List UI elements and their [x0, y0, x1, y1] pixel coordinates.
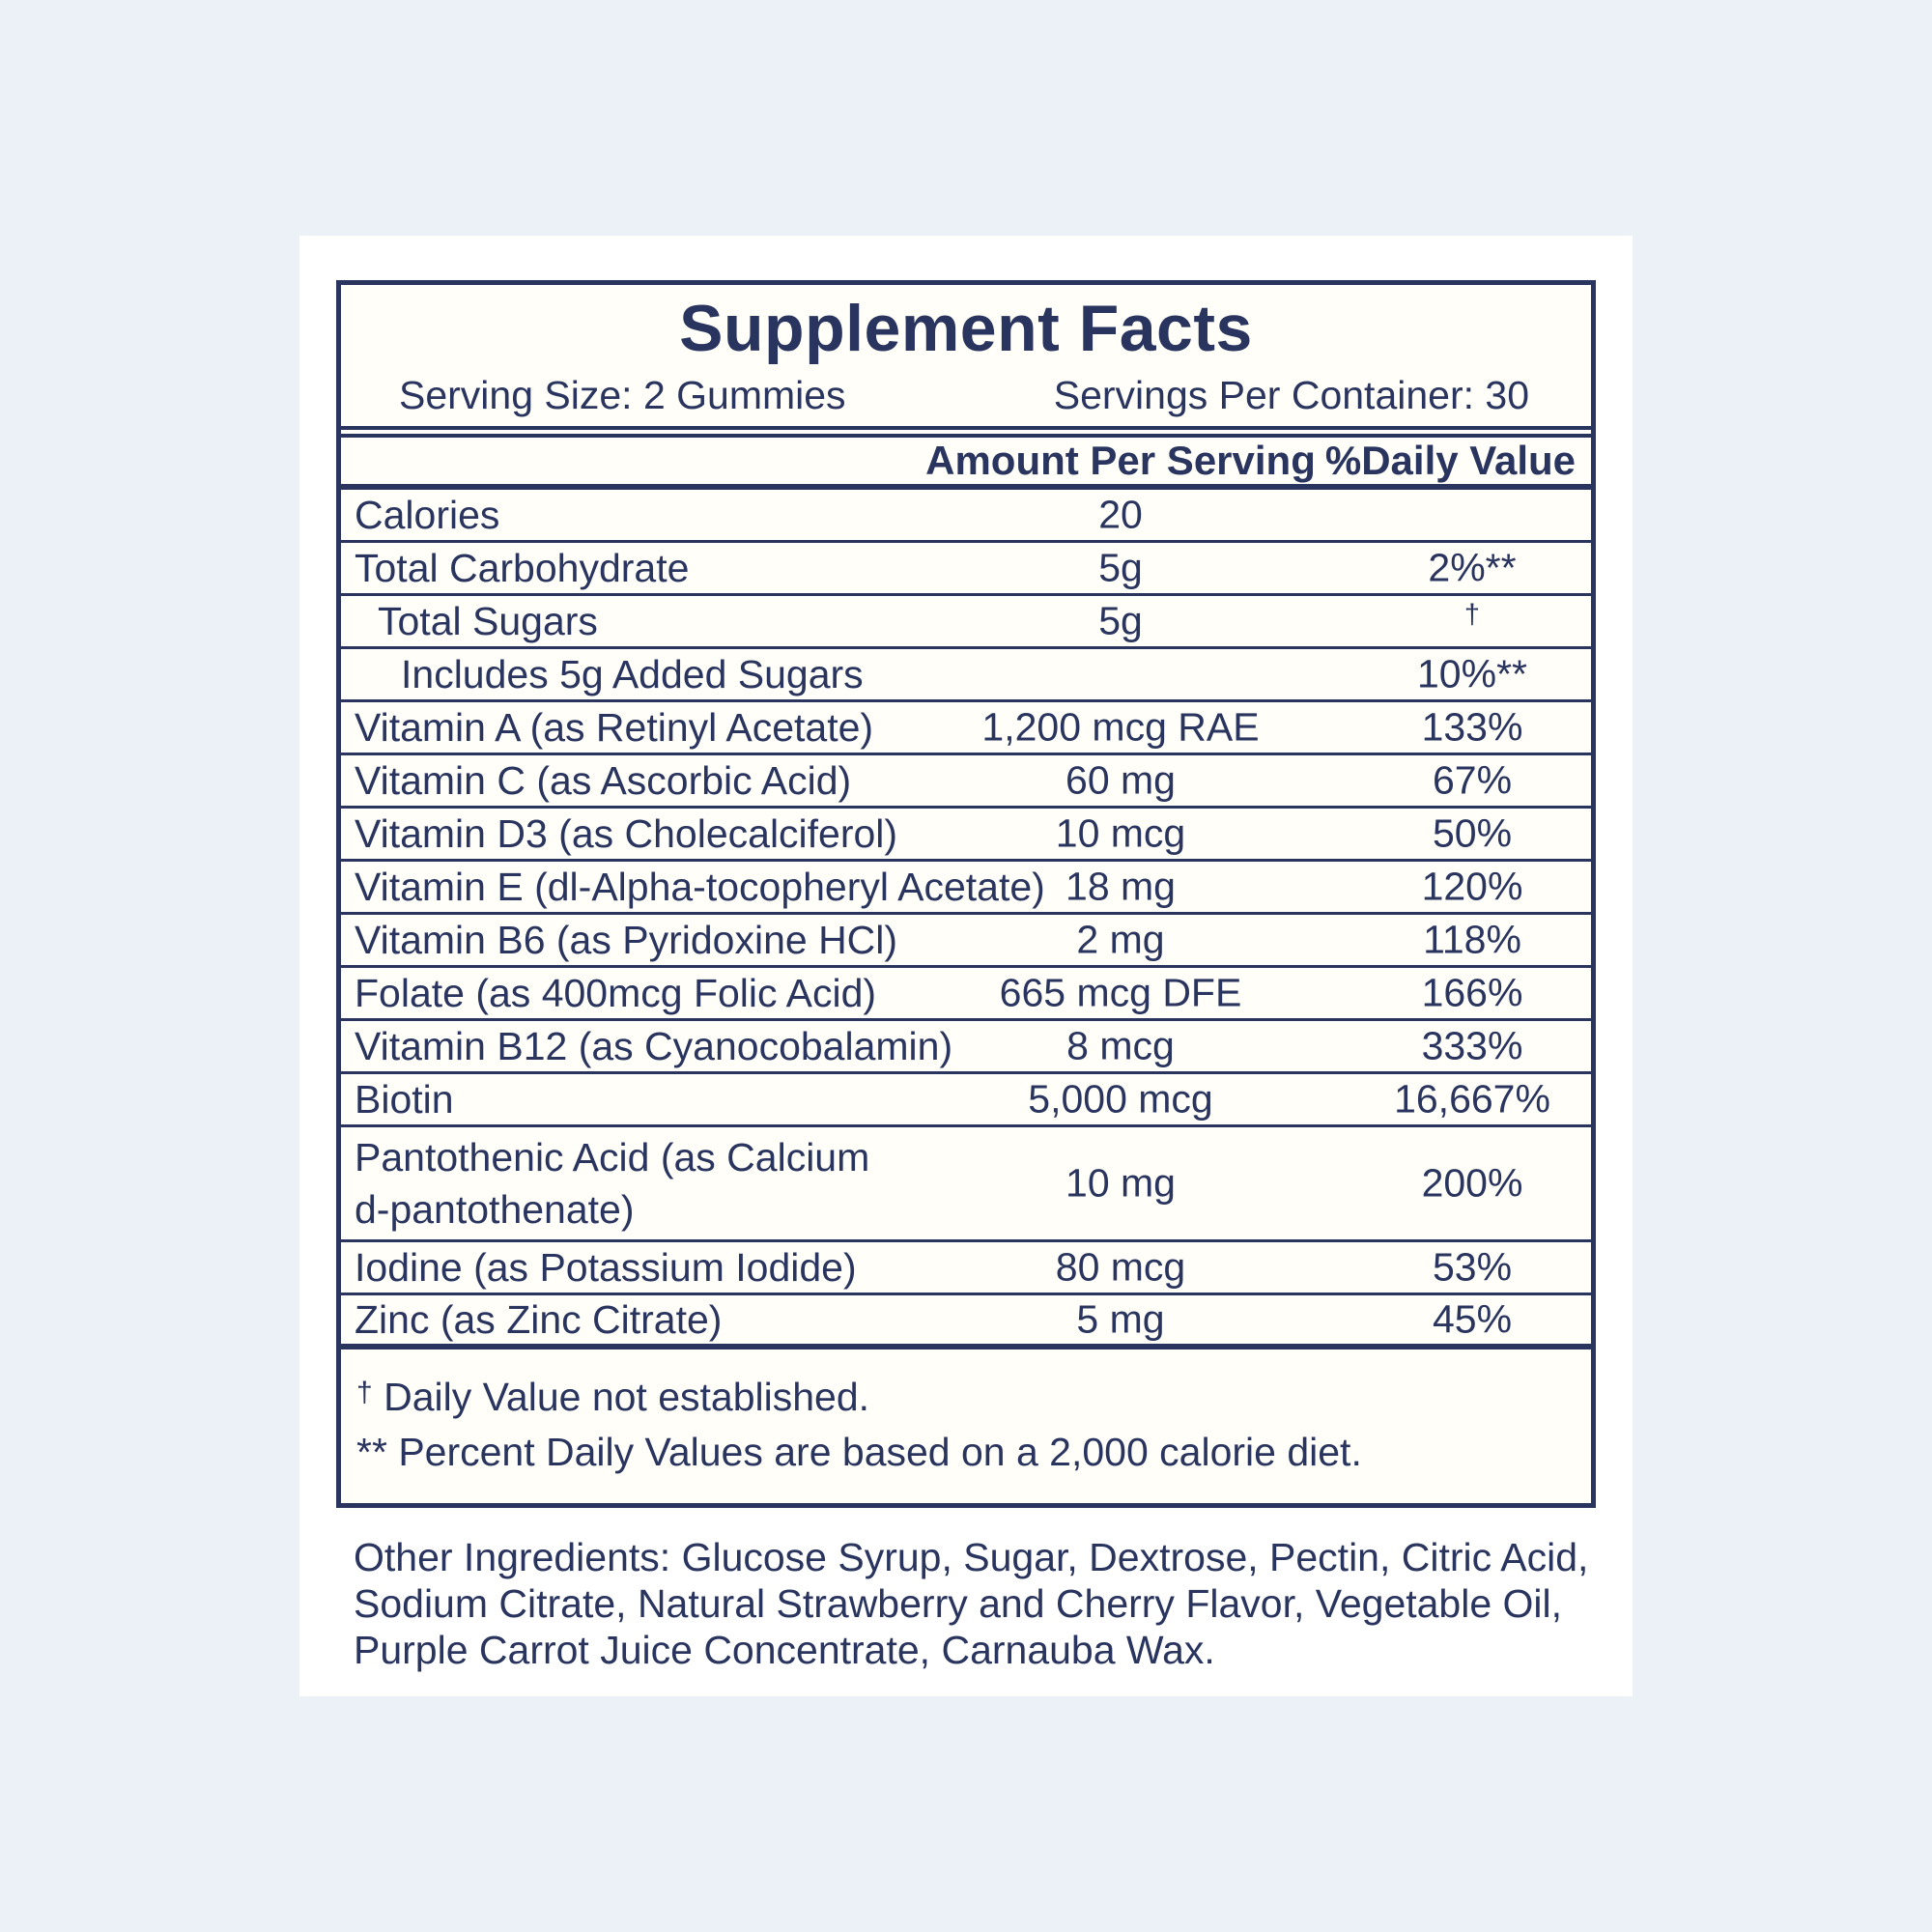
table-row: Iodine (as Potassium Iodide) 80 mcg 53%	[341, 1242, 1591, 1295]
table-row: Vitamin A (as Retinyl Acetate) 1,200 mcg…	[341, 702, 1591, 755]
footnotes: † Daily Value not established. ** Percen…	[341, 1350, 1591, 1503]
facts-rows: Calories 20 Total Carbohydrate 5g 2%** T…	[341, 490, 1591, 1350]
table-row: Vitamin D3 (as Cholecalciferol) 10 mcg 5…	[341, 809, 1591, 862]
row-label: Calories	[355, 493, 500, 537]
table-row: Vitamin B6 (as Pyridoxine HCl) 2 mg 118%	[341, 915, 1591, 968]
row-daily-value: 67%	[1432, 757, 1513, 803]
row-amount: 5g	[1098, 598, 1143, 643]
row-label: Vitamin E (dl-Alpha-tocopheryl Acetate)	[355, 865, 1045, 909]
row-daily-value: 333%	[1421, 1023, 1523, 1068]
ingredients-text-line: Other Ingredients: Glucose Syrup, Sugar,…	[354, 1535, 1589, 1579]
footnote-text: Daily Value not established.	[384, 1375, 870, 1419]
row-label: Total Carbohydrate	[355, 546, 690, 590]
footnote-symbol: **	[356, 1430, 387, 1474]
row-label: Vitamin B6 (as Pyridoxine HCl)	[355, 918, 898, 962]
table-row: Biotin 5,000 mcg 16,667%	[341, 1074, 1591, 1127]
row-label: Pantothenic Acid (as Calcium d-pantothen…	[355, 1135, 870, 1232]
row-amount: 10 mcg	[1055, 810, 1186, 856]
table-row: Vitamin B12 (as Cyanocobalamin) 8 mcg 33…	[341, 1021, 1591, 1074]
servings-per-container-text: Servings Per Container: 30	[1053, 372, 1529, 417]
row-daily-value: 2%**	[1428, 545, 1517, 590]
footnote-line: † Daily Value not established.	[356, 1365, 1572, 1425]
table-row: Includes 5g Added Sugars 10%**	[341, 649, 1591, 702]
panel-title: Supplement Facts	[679, 292, 1253, 365]
table-row: Calories 20	[341, 490, 1591, 543]
row-amount: 8 mcg	[1066, 1023, 1175, 1068]
row-amount: 5 mg	[1076, 1296, 1165, 1342]
row-daily-value: 200%	[1421, 1160, 1523, 1206]
table-row: Folate (as 400mcg Folic Acid) 665 mcg DF…	[341, 968, 1591, 1021]
footnote-line: ** Percent Daily Values are based on a 2…	[356, 1425, 1572, 1480]
amount-per-serving-header: Amount Per Serving	[925, 438, 1316, 483]
row-label: Zinc (as Zinc Citrate)	[355, 1297, 723, 1342]
ingredients-text-line: Sodium Citrate, Natural Strawberry and C…	[354, 1581, 1563, 1626]
row-amount: 60 mg	[1065, 757, 1176, 803]
table-row: Vitamin C (as Ascorbic Acid) 60 mg 67%	[341, 755, 1591, 809]
column-header-row: Amount Per Serving %Daily Value	[341, 434, 1591, 490]
row-daily-value: 50%	[1432, 810, 1513, 856]
row-amount: 2 mg	[1076, 917, 1165, 962]
row-label: Folate (as 400mcg Folic Acid)	[355, 971, 877, 1015]
footnote-symbol: †	[356, 1377, 373, 1408]
supplement-facts-panel: Supplement Facts Serving Size: 2 Gummies…	[336, 280, 1596, 1508]
row-amount: 20	[1098, 492, 1143, 537]
table-row: Total Carbohydrate 5g 2%**	[341, 543, 1591, 596]
row-amount: 665 mcg DFE	[999, 970, 1242, 1015]
row-daily-value: 16,667%	[1394, 1076, 1550, 1122]
row-amount: 1,200 mcg RAE	[981, 704, 1260, 750]
row-amount: 18 mg	[1065, 864, 1176, 909]
table-row: Zinc (as Zinc Citrate) 5 mg 45%	[341, 1295, 1591, 1350]
row-daily-value: 53%	[1432, 1244, 1513, 1290]
row-label: Vitamin D3 (as Cholecalciferol)	[355, 811, 898, 856]
row-label: Vitamin C (as Ascorbic Acid)	[355, 758, 852, 803]
row-daily-value: 133%	[1421, 704, 1523, 750]
row-amount: 5,000 mcg	[1028, 1076, 1213, 1122]
label-page: Supplement Facts Serving Size: 2 Gummies…	[299, 236, 1633, 1696]
row-daily-value: 45%	[1432, 1296, 1513, 1342]
row-label: Total Sugars	[378, 599, 598, 643]
row-label: Includes 5g Added Sugars	[401, 652, 864, 696]
serving-size-text: Serving Size: 2 Gummies	[399, 372, 846, 417]
table-row: Total Sugars 5g †	[341, 596, 1591, 649]
table-row: Vitamin E (dl-Alpha-tocopheryl Acetate) …	[341, 862, 1591, 915]
daily-value-header: %Daily Value	[1324, 438, 1576, 483]
footnote-text: Percent Daily Values are based on a 2,00…	[398, 1430, 1362, 1474]
row-daily-value: †	[1463, 599, 1481, 631]
row-label: Vitamin A (as Retinyl Acetate)	[355, 705, 874, 750]
row-label: Biotin	[355, 1077, 454, 1122]
table-row: Pantothenic Acid (as Calcium d-pantothen…	[341, 1127, 1591, 1242]
row-daily-value: 166%	[1421, 970, 1523, 1015]
row-label: Iodine (as Potassium Iodide)	[355, 1245, 857, 1290]
row-amount: 80 mcg	[1055, 1244, 1186, 1290]
row-amount: 5g	[1098, 545, 1143, 590]
other-ingredients-paragraph: Other Ingredients: Glucose Syrup, Sugar,…	[354, 1534, 1609, 1673]
row-label: Vitamin B12 (as Cyanocobalamin)	[355, 1024, 953, 1068]
row-daily-value: 118%	[1423, 917, 1521, 962]
ingredients-text-line: Purple Carrot Juice Concentrate, Carnaub…	[354, 1628, 1215, 1672]
row-daily-value: 10%**	[1417, 651, 1527, 696]
serving-info-row: Serving Size: 2 Gummies Servings Per Con…	[341, 364, 1591, 430]
row-amount: 10 mg	[1065, 1160, 1176, 1206]
row-daily-value: 120%	[1421, 864, 1523, 909]
